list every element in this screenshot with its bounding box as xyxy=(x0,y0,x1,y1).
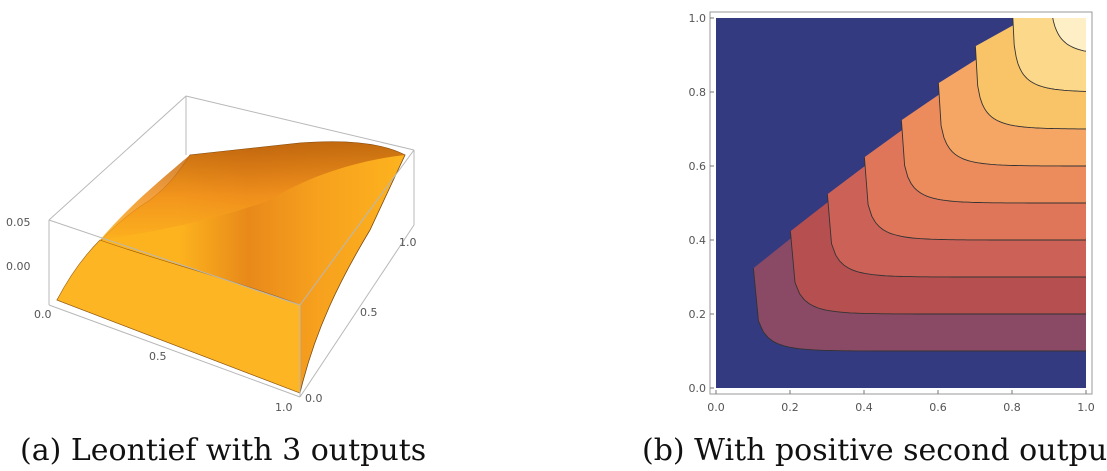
surface-front-face xyxy=(56,239,301,394)
contour-line-0.3 xyxy=(826,194,1086,278)
bounding-box-front xyxy=(48,149,415,398)
contour-line-0.7 xyxy=(974,46,1086,130)
x-tick-label: 0.2 xyxy=(781,401,799,414)
contour-ticks: 0.0 0.2 0.4 0.6 0.8 1.0 0.0 0.2 0.4 0.6 0.8 1.0 xyxy=(689,12,1095,414)
y-tick-label: 0.0 xyxy=(689,382,707,395)
x-tick-label: 0.5 xyxy=(149,350,167,363)
y-tick-label: 0.2 xyxy=(689,308,707,321)
bounding-box xyxy=(48,95,415,305)
contour-line-0.8 xyxy=(1012,18,1086,92)
x-tick-label: 1.0 xyxy=(275,401,293,414)
y-tick-label: 0.0 xyxy=(305,392,323,405)
y-tick-label: 0.8 xyxy=(689,86,707,99)
contour-line-0.6 xyxy=(937,83,1086,167)
caption-b: (b) With positive second output xyxy=(642,433,1107,468)
x-tick-label: 0.6 xyxy=(929,401,947,414)
y-tick-label: 1.0 xyxy=(399,236,417,249)
contour-line-0.2 xyxy=(789,231,1086,315)
y-tick-label: 0.5 xyxy=(360,306,378,319)
y-tick-label: 0.4 xyxy=(689,234,707,247)
z-tick-label: 0.05 xyxy=(6,216,31,229)
x-tick-label: 1.0 xyxy=(1077,401,1095,414)
y-tick-label: 0.6 xyxy=(689,160,707,173)
z-tick-label: 0.00 xyxy=(6,260,31,273)
contour-bands xyxy=(716,18,1086,388)
x-tick-label: 0.0 xyxy=(707,401,725,414)
contour-band-9 xyxy=(1052,18,1086,52)
surface-ridge xyxy=(100,141,405,240)
caption-a: (a) Leontief with 3 outputs xyxy=(20,433,426,468)
x-tick-label: 0.4 xyxy=(855,401,873,414)
x-tick-label: 0.8 xyxy=(1003,401,1021,414)
contour-line-0.4 xyxy=(863,157,1086,241)
y-tick-label: 1.0 xyxy=(689,12,707,25)
plot-frame xyxy=(709,11,1093,395)
surface-plot-panel: 0.00 0.05 0.0 0.5 1.0 0.0 0.5 1.0 (a) Le… xyxy=(6,95,426,468)
surface-ticks: 0.00 0.05 0.0 0.5 1.0 0.0 0.5 1.0 xyxy=(6,216,417,414)
contour-lines xyxy=(752,18,1086,352)
contour-line-0.1 xyxy=(752,268,1086,352)
contour-line-0.5 xyxy=(900,120,1086,204)
contour-plot-panel: 0.0 0.2 0.4 0.6 0.8 1.0 0.0 0.2 0.4 0.6 0.8 1.0 (b)… xyxy=(642,11,1107,468)
x-tick-label: 0.0 xyxy=(34,308,52,321)
contour-line-0.9 xyxy=(1052,18,1086,52)
